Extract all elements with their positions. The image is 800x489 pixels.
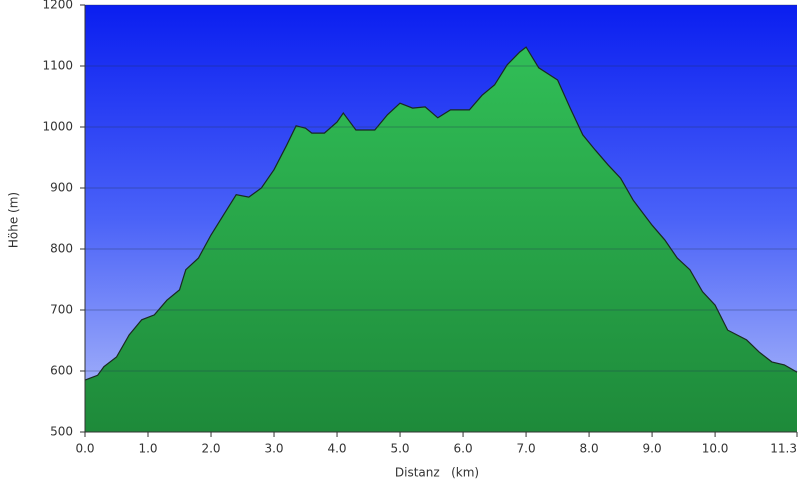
x-tick-label: 7.0 [517,442,536,456]
x-tick-label: 10.0 [702,442,729,456]
x-tick-label: 3.0 [264,442,283,456]
x-axis-label: Distanz (km) [395,466,479,480]
elevation-line [84,46,798,381]
x-tick-label: 0.0 [75,442,94,456]
x-tick-label: 2.0 [201,442,220,456]
x-tick-label: 1.0 [138,442,157,456]
x-tick-label: 5.0 [390,442,409,456]
x-tick-label: 4.0 [327,442,346,456]
y-tick-label: 500 [50,425,73,439]
y-tick-label: 800 [50,242,73,256]
x-tick-label: 11.3 [770,442,797,456]
y-tick-label: 1000 [42,120,73,134]
x-tick-label: 6.0 [454,442,473,456]
y-axis-label: Höhe (m) [7,192,21,248]
x-tick-label: 8.0 [580,442,599,456]
y-tick-label: 1200 [42,0,73,12]
y-tick-label: 900 [50,181,73,195]
x-tick-label: 9.0 [643,442,662,456]
y-tick-label: 600 [50,364,73,378]
y-tick-label: 700 [50,303,73,317]
area-fill [85,47,797,432]
y-tick-label: 1100 [42,59,73,73]
